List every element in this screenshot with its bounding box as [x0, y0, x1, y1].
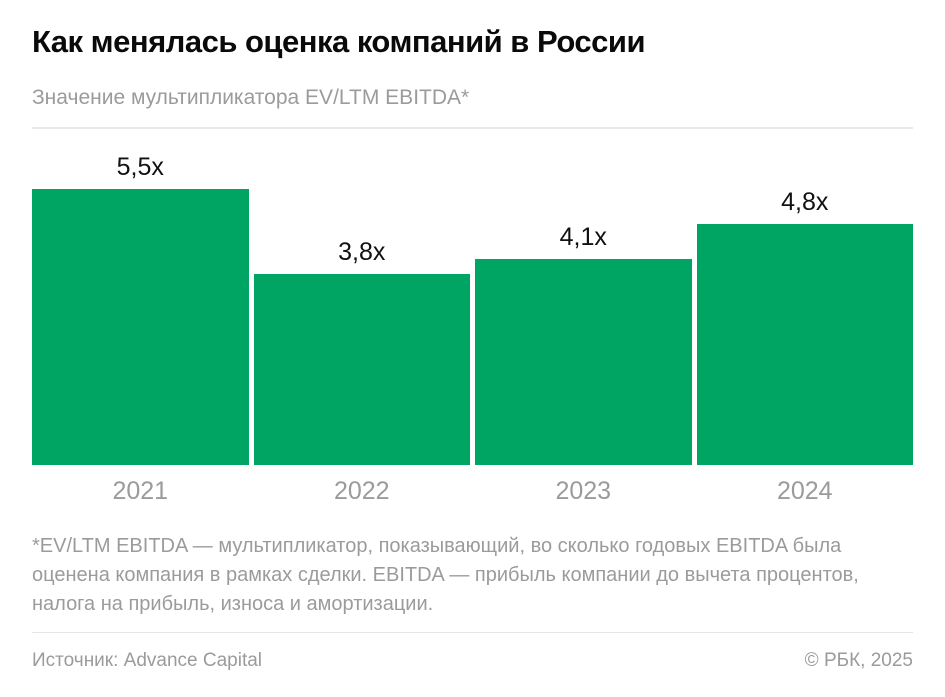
copyright-label: © РБК, 2025 — [804, 650, 913, 671]
bar-value-label: 4,1x — [559, 223, 607, 251]
bar-column-2021: 5,5x — [32, 155, 249, 465]
x-axis-labels: 2021 2022 2023 2024 — [32, 465, 913, 504]
x-axis-tick-label: 2022 — [333, 477, 390, 505]
bar-value-label: 5,5x — [116, 153, 164, 181]
infographic-page: Как менялась оценка компаний в России Зн… — [32, 24, 913, 672]
bar-column-2023: 4,1x — [475, 225, 692, 465]
x-axis-tick-label: 2024 — [776, 477, 833, 505]
source-label: Источник: Advance Capital — [32, 650, 263, 671]
chart-subtitle: Значение мультипликатора EV/LTM EBITDA* — [32, 86, 470, 109]
bar-column-2022: 3,8x — [253, 238, 470, 465]
bar-column-2024: 4,8x — [696, 188, 913, 465]
bar-2022 — [253, 274, 470, 465]
x-axis-tick-label: 2023 — [555, 477, 612, 505]
page-title: Как менялась оценка компаний в России — [32, 24, 646, 59]
header-divider — [32, 127, 913, 129]
bar-chart: 5,5x 3,8x 4,1x 4,8x — [32, 140, 913, 465]
footer: Источник: Advance Capital © РБК, 2025 — [32, 633, 913, 672]
bar-value-label: 4,8x — [781, 188, 829, 216]
footnote-text: *EV/LTM EBITDA — мультипликатор, показыв… — [32, 535, 859, 615]
bar-2023 — [475, 259, 692, 465]
bar-2021 — [32, 189, 249, 465]
x-axis-tick-label: 2021 — [112, 477, 169, 505]
bar-2024 — [696, 224, 913, 465]
bar-value-label: 3,8x — [338, 238, 386, 266]
footer-divider — [32, 632, 913, 633]
